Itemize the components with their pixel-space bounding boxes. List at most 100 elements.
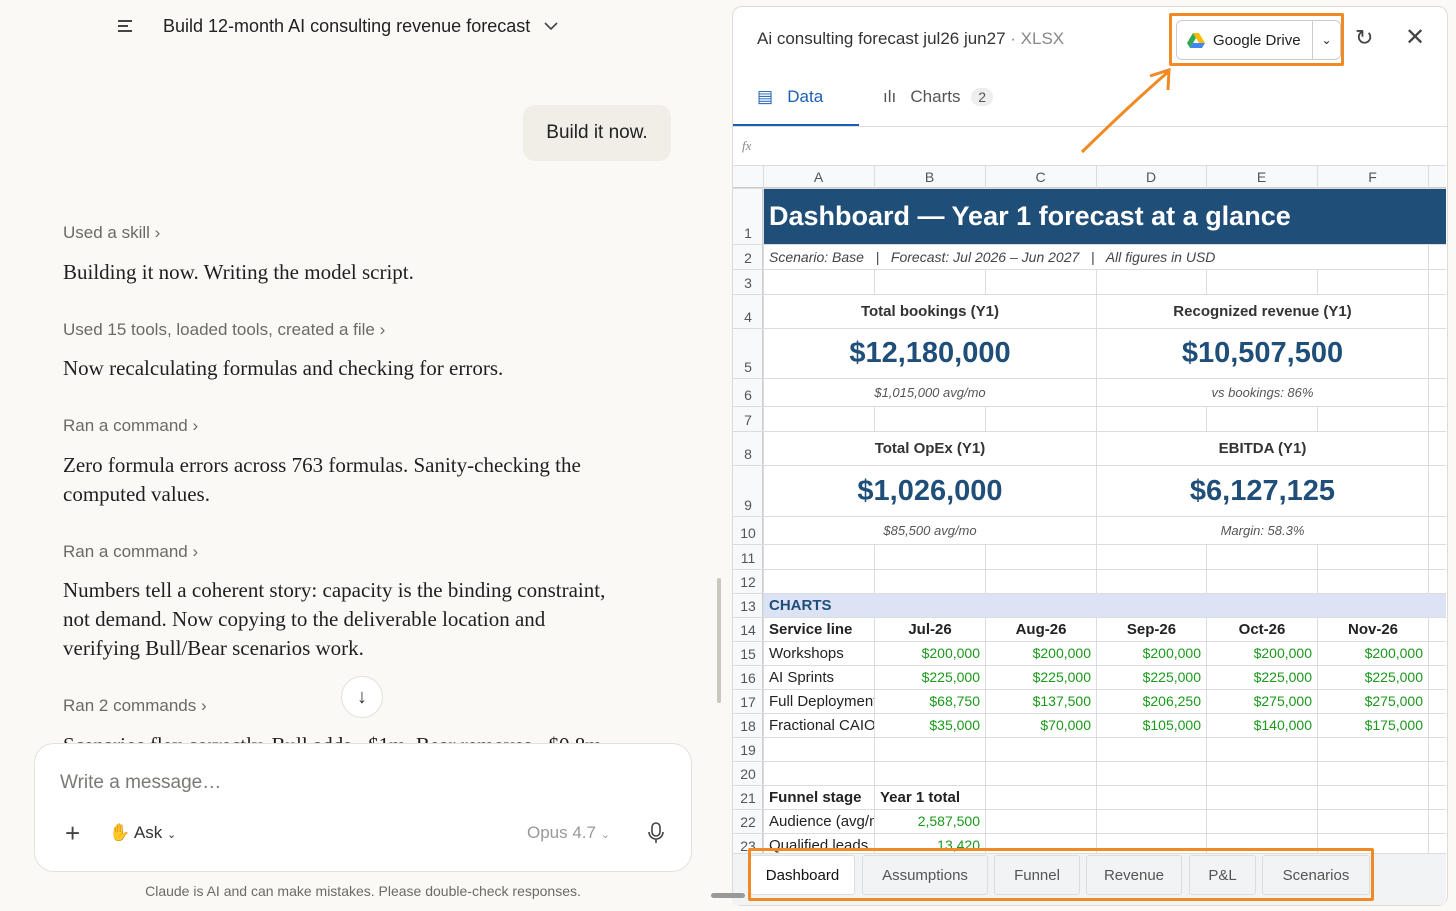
row-number: 2 — [744, 250, 752, 266]
data-tab[interactable]: ▤ Data — [757, 87, 824, 106]
annotation-arrow — [1080, 67, 1171, 154]
row-number: 7 — [744, 412, 752, 428]
row-number: 5 — [744, 359, 752, 375]
step-text: Zero formula errors across 763 formulas.… — [63, 453, 581, 506]
sheet-cell: $200,000 — [1364, 645, 1423, 661]
row-number: 14 — [740, 622, 756, 638]
grid-line — [733, 294, 1446, 295]
row-number: 12 — [740, 574, 756, 590]
sheet-tab[interactable]: Dashboard — [750, 855, 855, 895]
column-header: C — [1035, 169, 1046, 185]
active-tab-underline — [733, 124, 859, 126]
grid-line — [733, 378, 1446, 379]
sheet-tab[interactable]: Revenue — [1086, 855, 1182, 895]
sheet-cell: Jul-26 — [908, 620, 952, 638]
drive-button[interactable]: Google Drive ⌄ — [1176, 20, 1341, 60]
step-label[interactable]: Used 15 tools, loaded tools, created a f… — [63, 320, 386, 339]
sheet-cell: AI Sprints — [769, 668, 835, 686]
grid-line — [733, 406, 1446, 407]
row-number: 21 — [740, 790, 756, 806]
kpi-cell: vs bookings: 86% — [1097, 379, 1428, 406]
step-label[interactable]: Used a skill › — [63, 223, 161, 242]
sheet-tab[interactable]: P&L — [1189, 855, 1256, 895]
row-number: 4 — [744, 309, 752, 325]
section-header: CHARTS — [764, 594, 1446, 617]
composer: Write a message… + ✋ Ask ⌄ Opus 4.7 ⌄ — [34, 743, 692, 872]
sheet-cell: Aug-26 — [1015, 620, 1067, 638]
sheet-cell: $275,000 — [1253, 693, 1312, 709]
sheet-cell: Funnel stage — [769, 788, 862, 806]
sheet-tab[interactable]: Scenarios — [1262, 855, 1370, 895]
grid-line — [733, 761, 1446, 762]
sheet-cell: $225,000 — [1142, 669, 1201, 685]
step-label[interactable]: Ran 2 commands › — [63, 696, 207, 715]
sheet-cell: Service line — [769, 620, 853, 638]
title-chevron[interactable] — [543, 20, 559, 32]
row-number: 19 — [740, 742, 756, 758]
sheet-cell: $206,250 — [1142, 693, 1201, 709]
grid-line — [733, 544, 1446, 545]
tab-border — [733, 126, 1447, 127]
charts-tab[interactable]: ılı Charts 2 — [883, 87, 994, 107]
sheet-banner: Dashboard — Year 1 forecast at a glance — [764, 189, 1446, 244]
sheet-cell: Full Deployment — [769, 692, 874, 710]
grid-line — [733, 737, 1446, 738]
grid-line — [733, 593, 1446, 594]
kpi-cell: $1,015,000 avg/mo — [764, 379, 1096, 406]
grid-line — [733, 665, 1446, 666]
sheet-cell: $200,000 — [921, 645, 980, 661]
sheet-cell: $137,500 — [1032, 693, 1091, 709]
highlight-box — [748, 848, 1374, 901]
sheet-cell: Audience (avg/mo) — [769, 812, 874, 830]
drive-icon — [1187, 33, 1205, 48]
refresh-button[interactable]: ↻ — [1355, 25, 1374, 50]
model-selector[interactable]: Opus 4.7 ⌄ — [527, 823, 610, 842]
disclaimer: Claude is AI and can make mistakes. Plea… — [145, 883, 581, 899]
step-text: Building it now. Writing the model scrip… — [63, 260, 414, 284]
sheet-cell: $35,000 — [929, 717, 980, 733]
row-number: 8 — [744, 446, 752, 462]
sheet-tab[interactable]: Funnel — [994, 855, 1080, 895]
user-bubble: Build it now. — [523, 105, 671, 161]
conversation-title[interactable]: Build 12-month AI consulting revenue for… — [163, 16, 531, 36]
grid-line — [763, 166, 764, 853]
sheet-cell: $225,000 — [1253, 669, 1312, 685]
column-header-bar — [733, 166, 1446, 188]
kpi-cell: Total bookings (Y1) — [764, 295, 1096, 328]
sheet-cell: 2,587,500 — [917, 813, 980, 829]
add-button[interactable]: + — [65, 818, 81, 848]
row-number: 9 — [744, 497, 752, 513]
mic-button[interactable] — [647, 822, 665, 844]
file-title: Ai consulting forecast jul26 jun27 · XLS… — [757, 29, 1065, 48]
mode-selector[interactable]: ✋ Ask ⌄ — [109, 823, 177, 842]
kpi-cell: $6,127,125 — [1097, 466, 1428, 516]
scroll-down-button[interactable]: ↓ — [341, 676, 383, 718]
sheet-cell: $275,000 — [1364, 693, 1423, 709]
row-number: 17 — [740, 694, 756, 710]
grid-line — [733, 269, 1446, 270]
column-header: F — [1368, 169, 1377, 185]
grid-line — [1428, 166, 1429, 853]
step-label[interactable]: Ran a command › — [63, 416, 199, 435]
step-text: Numbers tell a coherent story: capacity … — [63, 578, 606, 660]
grid-line — [733, 617, 1446, 618]
message-input[interactable]: Write a message… — [60, 772, 222, 793]
kpi-cell: EBITDA (Y1) — [1097, 432, 1428, 465]
column-header: E — [1256, 169, 1267, 185]
h-scrollbar — [711, 893, 745, 898]
chat-clip: Used a skill › Building it now. Writing … — [0, 200, 720, 752]
sheet-cell: Fractional CAIO — [769, 716, 874, 734]
grid-line — [733, 689, 1446, 690]
row-number: 13 — [740, 598, 756, 614]
menu-icon[interactable] — [118, 20, 132, 32]
kpi-cell: Total OpEx (Y1) — [764, 432, 1096, 465]
sheet-cell: $200,000 — [1253, 645, 1312, 661]
close-button[interactable]: ✕ — [1405, 24, 1426, 51]
row-number: 16 — [740, 670, 756, 686]
step-label[interactable]: Ran a command › — [63, 542, 199, 561]
sheet-cell: $200,000 — [1032, 645, 1091, 661]
grid-line — [1096, 166, 1097, 853]
grid-line — [733, 516, 1446, 517]
step-text: Now recalculating formulas and checking … — [63, 356, 504, 380]
sheet-tab[interactable]: Assumptions — [862, 855, 988, 895]
